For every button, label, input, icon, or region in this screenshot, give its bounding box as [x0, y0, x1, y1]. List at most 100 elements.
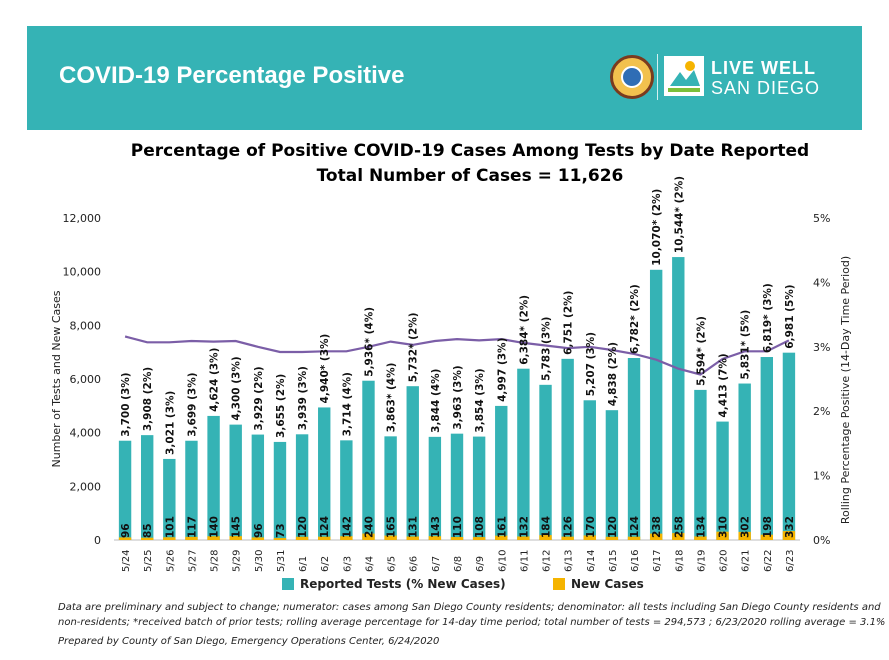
page-title: COVID-19 Percentage Positive: [59, 62, 405, 89]
x-tick-label: 6/6: [409, 556, 420, 572]
bar-data-label: 4,413 (7%): [718, 353, 730, 417]
county-seal-logo: [610, 55, 654, 99]
legend-reported-tests: Reported Tests (% New Cases): [282, 577, 506, 591]
bar-reported-tests: [273, 441, 287, 540]
bar-new-cases: [340, 536, 353, 540]
bar-data-label: 3,844 (4%): [430, 369, 442, 433]
x-tick-label: 6/18: [674, 550, 685, 572]
y2-tick-label: 3%: [813, 341, 830, 354]
bar-new-cases: [694, 536, 707, 540]
bar-reported-tests: [185, 440, 198, 540]
bar-reported-tests: [716, 421, 729, 540]
legend-label-new-cases: New Cases: [571, 577, 644, 591]
y2-tick-label: 2%: [813, 405, 830, 418]
bar-new-cases: [539, 535, 552, 540]
bar-reported-tests: [672, 257, 685, 540]
new-cases-data-label: 258: [673, 516, 685, 538]
bar-data-label: 3,963 (3%): [452, 365, 464, 429]
bar-new-cases: [118, 537, 132, 540]
bar-new-cases: [583, 535, 596, 540]
bar-new-cases: [273, 538, 287, 540]
bar-reported-tests: [318, 407, 331, 540]
footnote-line3: Prepared by County of San Diego, Emergen…: [58, 636, 440, 647]
x-tick-label: 5/30: [254, 550, 265, 572]
x-tick-label: 6/11: [519, 550, 530, 572]
new-cases-data-label: 134: [695, 516, 707, 538]
new-cases-data-label: 198: [762, 516, 774, 538]
new-cases-data-label: 120: [297, 516, 309, 538]
legend-new-cases: New Cases: [553, 577, 644, 591]
brand-line2: SAN DIEGO: [711, 78, 821, 98]
bar-new-cases: [362, 533, 375, 540]
new-cases-data-label: 101: [164, 516, 176, 538]
bar-new-cases: [738, 531, 751, 540]
x-tick-label: 6/10: [497, 550, 508, 572]
legend-swatch-new-cases: [553, 578, 565, 590]
bar-new-cases: [295, 536, 309, 540]
new-cases-data-label: 165: [386, 516, 398, 538]
bar-reported-tests: [738, 383, 751, 540]
bar-new-cases: [716, 531, 729, 540]
bars-layer: [118, 257, 796, 540]
bar-data-label: 3,939 (3%): [297, 366, 309, 430]
legend-label-tests: Reported Tests (% New Cases): [300, 577, 506, 591]
new-cases-data-label: 73: [275, 523, 287, 538]
bar-data-label: 3,863* (4%): [386, 363, 398, 433]
logo-divider: [657, 54, 658, 100]
bar-reported-tests: [340, 440, 353, 540]
y-tick-label: 4,000: [70, 427, 102, 440]
bar-reported-tests: [694, 389, 707, 540]
x-tick-label: 6/22: [763, 550, 774, 572]
new-cases-data-label: 161: [496, 516, 508, 538]
bar-reported-tests: [472, 436, 486, 540]
bar-new-cases: [428, 536, 442, 540]
y-tick-label: 6,000: [70, 373, 102, 386]
new-cases-data-label: 302: [740, 516, 752, 538]
x-tick-label: 6/16: [630, 550, 641, 572]
bar-reported-tests: [428, 436, 442, 540]
bar-new-cases: [517, 536, 530, 540]
new-cases-data-label: 117: [186, 516, 198, 538]
bar-reported-tests: [384, 436, 397, 540]
y2-tick-label: 5%: [813, 212, 830, 225]
y2-tick-label: 1%: [813, 470, 830, 483]
new-cases-data-label: 96: [253, 523, 265, 538]
bar-data-label: 3,699 (3%): [186, 372, 198, 436]
bar-data-label: 6,782* (2%): [629, 284, 641, 354]
x-tick-label: 5/24: [121, 550, 132, 572]
rolling-percentage-line: [124, 335, 790, 376]
bar-data-label: 4,300 (3%): [231, 356, 243, 420]
x-tick-label: 6/20: [719, 550, 730, 572]
bar-new-cases: [163, 537, 176, 540]
y-tick-label: 12,000: [63, 212, 102, 225]
new-cases-data-label: 184: [541, 516, 553, 538]
x-tick-label: 6/12: [542, 550, 553, 572]
bar-data-label: 4,624 (3%): [209, 348, 221, 412]
live-well-logo-icon: [664, 56, 704, 96]
x-tick-label: 5/27: [187, 550, 198, 572]
bar-new-cases: [450, 537, 464, 540]
new-cases-data-label: 124: [629, 516, 641, 538]
new-cases-data-label: 143: [430, 516, 442, 538]
bar-data-label: 3,908 (2%): [142, 367, 154, 431]
bar-new-cases: [627, 536, 641, 540]
y-tick-label: 2,000: [70, 480, 102, 493]
bar-new-cases: [406, 536, 419, 540]
bar-data-label: 5,831* (5%): [740, 310, 752, 380]
bar-reported-tests: [495, 405, 508, 540]
new-cases-data-label: 110: [452, 516, 464, 538]
x-tick-label: 6/21: [741, 550, 752, 572]
bar-reported-tests: [163, 458, 176, 540]
chart-subtitle: Total Number of Cases = 11,626: [316, 166, 624, 186]
x-tick-label: 5/31: [276, 550, 287, 572]
bar-new-cases: [605, 536, 619, 540]
bar-reported-tests: [760, 357, 774, 540]
bar-data-label: 5,783 (3%): [541, 317, 553, 381]
new-cases-data-label: 96: [120, 523, 132, 538]
bar-new-cases: [561, 536, 574, 540]
bar-data-label: 3,700 (3%): [120, 372, 132, 436]
x-tick-label: 6/4: [364, 556, 375, 572]
bar-data-label: 10,544* (2%): [673, 176, 685, 253]
bar-data-label: 6,819* (3%): [762, 283, 774, 353]
